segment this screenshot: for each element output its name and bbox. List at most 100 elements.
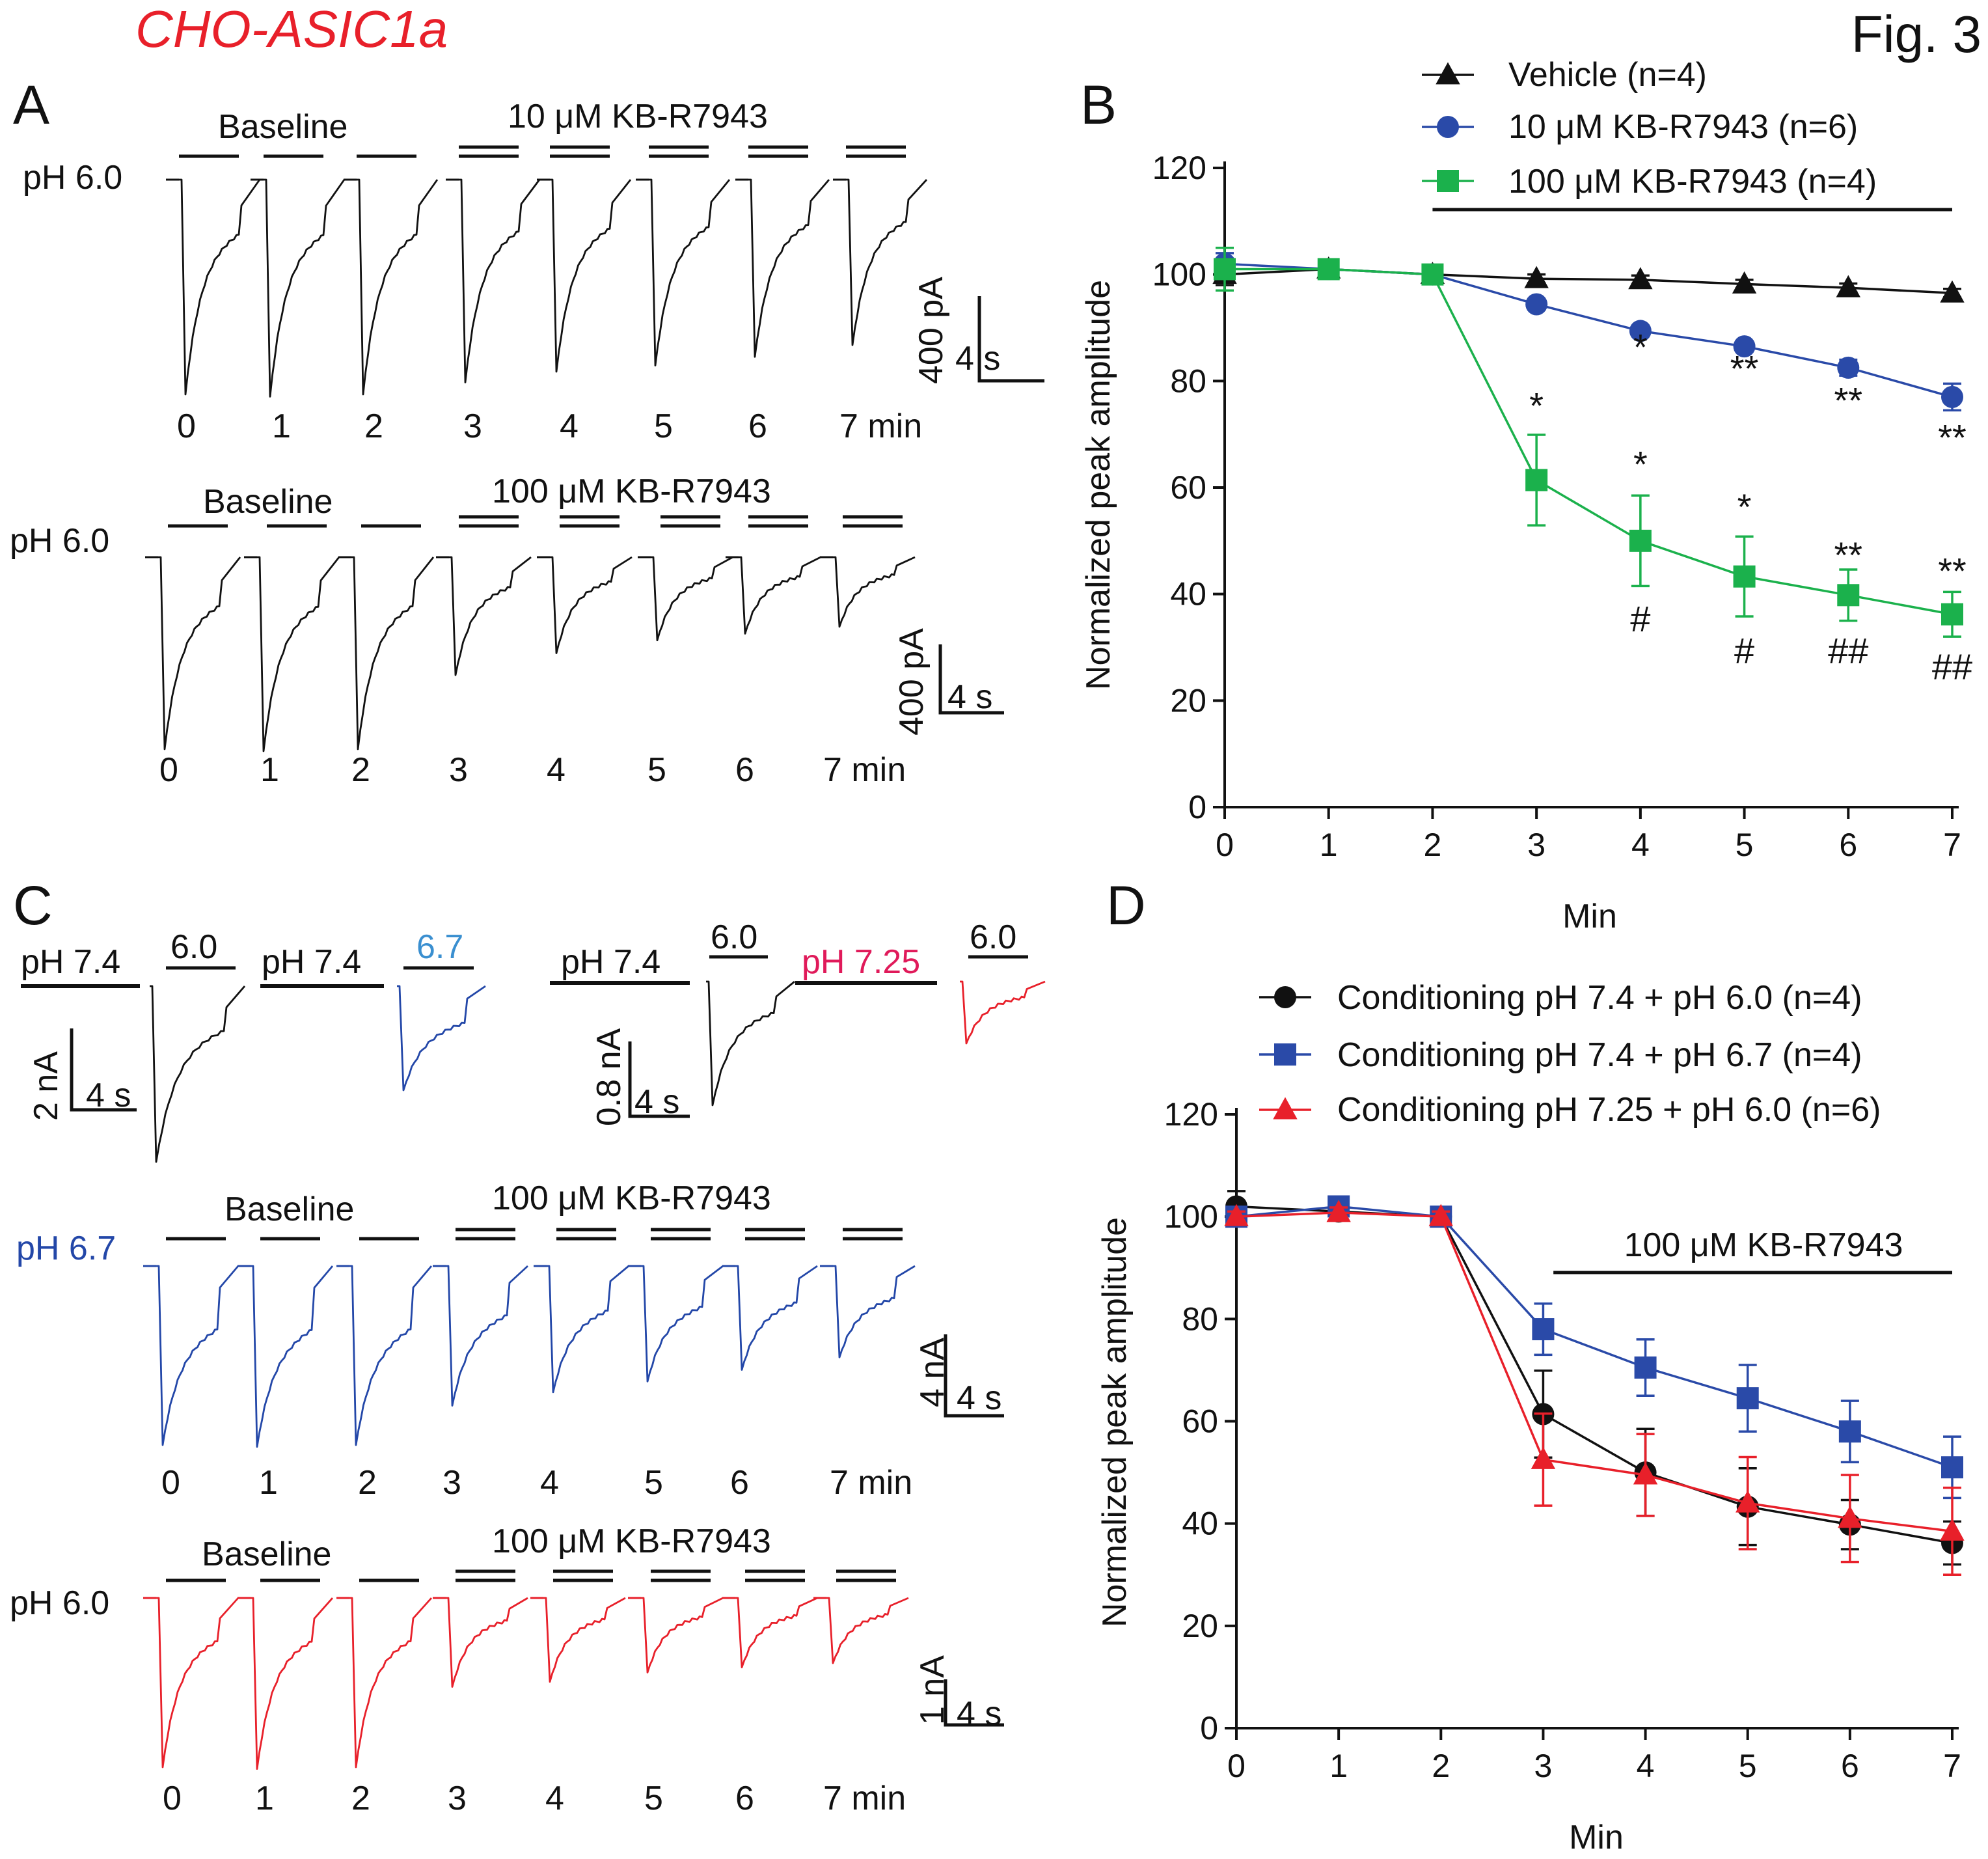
current-trace [739, 556, 821, 635]
inset-right-test2: 6.0 [970, 918, 1016, 956]
scale-x-label: 4 s [957, 1695, 1001, 1733]
significance-annotation: # [1734, 630, 1754, 671]
significance-annotation: # [1630, 598, 1650, 639]
y-tick-label: 0 [1188, 789, 1206, 825]
drug-label: 100 μM KB-R7943 [492, 1179, 771, 1217]
data-point [1733, 335, 1756, 358]
y-tick-label: 120 [1152, 150, 1206, 186]
scale-y-label: 400 pA [912, 277, 950, 384]
time-label: 6 [730, 1464, 749, 1502]
trace-row-c1: pH 6.7 Baseline 100 μM KB-R7943 4 nA 4 s… [16, 1179, 1004, 1502]
current-trace [446, 1597, 528, 1688]
panel-letter-c: C [13, 875, 53, 936]
time-label: 5 [654, 407, 673, 445]
data-point [1214, 258, 1236, 281]
time-label: 2 [364, 407, 383, 445]
time-label: 4 [547, 751, 565, 789]
figure-title: CHO-ASIC1a [135, 0, 448, 58]
panel-a: pH 6.0 Baseline 10 μM KB-R7943 400 pA 4 … [10, 98, 1044, 789]
current-trace [748, 178, 830, 358]
chart-d-ylabel: Normalized peak amplitude [1096, 1217, 1134, 1627]
current-trace [349, 1265, 433, 1446]
current-trace [449, 556, 532, 676]
y-tick-label: 0 [1200, 1710, 1218, 1746]
significance-annotation: ## [1828, 630, 1868, 671]
current-trace [641, 1265, 724, 1383]
x-tick-label: 0 [1216, 827, 1234, 863]
series-line [1236, 1211, 1953, 1533]
scale-bar [944, 1334, 1004, 1418]
time-label: 3 [449, 751, 468, 789]
legend-b-1: 10 μM KB-R7943 (n=6) [1508, 108, 1858, 146]
inset-right-test1: 6.0 [711, 918, 757, 956]
inset-right-ph2: pH 7.25 [802, 943, 920, 981]
chart-b-ylabel: Normalized peak amplitude [1080, 280, 1117, 690]
x-tick-label: 7 [1943, 827, 1961, 863]
current-trace [351, 556, 435, 750]
chart-d: Normalized peak amplitude Min Conditioni… [1096, 979, 1965, 1856]
current-trace [257, 556, 340, 752]
x-tick-label: 3 [1527, 827, 1545, 863]
scale-bar [977, 296, 1044, 383]
x-tick-label: 3 [1534, 1748, 1553, 1784]
current-trace [651, 556, 733, 642]
time-label: 0 [163, 1780, 182, 1817]
data-point [1326, 1200, 1351, 1222]
scale-bar [938, 644, 1004, 715]
trace-row-c2: pH 6.0 Baseline 100 μM KB-R7943 1 nA 4 s… [10, 1522, 1004, 1817]
time-label: 7 min [823, 751, 906, 789]
inset-left-test2: 6.7 [416, 928, 463, 966]
ph-label: pH 6.0 [23, 159, 122, 197]
time-label: 6 [735, 751, 754, 789]
current-trace [264, 178, 346, 398]
current-trace [446, 1265, 528, 1407]
time-label: 5 [647, 751, 666, 789]
data-point [1733, 565, 1756, 588]
data-point [1524, 266, 1549, 288]
data-point [1736, 1490, 1760, 1513]
data-point [1634, 1356, 1657, 1379]
scale-bar [70, 1028, 137, 1112]
baseline-label: Baseline [225, 1191, 354, 1228]
time-label: 7 min [823, 1780, 906, 1817]
y-tick-label: 100 [1152, 256, 1206, 293]
data-point [1421, 263, 1444, 286]
data-point [1525, 469, 1548, 491]
inset-left-ph1: pH 7.4 [21, 943, 120, 981]
time-label: 1 [272, 407, 291, 445]
panel-letter-a: A [13, 74, 49, 135]
current-trace [156, 1265, 239, 1446]
panel-letter-b: B [1080, 74, 1117, 135]
data-point [1736, 1387, 1759, 1410]
legend-d-2: Conditioning pH 7.25 + pH 6.0 (n=6) [1337, 1091, 1881, 1129]
current-trace [156, 1597, 239, 1769]
current-trace [357, 178, 439, 396]
inset-left-scale-y: 2 nA [27, 1051, 65, 1121]
current-trace [833, 556, 916, 628]
series-line [1236, 1205, 1953, 1468]
data-point [1838, 1420, 1861, 1443]
scale-y-label: 400 pA [893, 628, 931, 736]
inset-right-scale-y: 0.8 nA [590, 1028, 628, 1126]
time-label: 4 [545, 1780, 564, 1817]
x-tick-label: 2 [1424, 827, 1442, 863]
current-trace [251, 1265, 334, 1448]
current-trace [459, 178, 541, 383]
inset-left-test1: 6.0 [170, 928, 217, 966]
time-label: 5 [644, 1780, 663, 1817]
x-tick-label: 6 [1841, 1748, 1859, 1784]
data-point [1628, 267, 1653, 290]
legend-marker [1274, 1043, 1296, 1066]
x-tick-label: 4 [1637, 1748, 1655, 1784]
y-tick-label: 40 [1182, 1506, 1218, 1542]
time-label: 3 [463, 407, 482, 445]
drug-label: 100 μM KB-R7943 [492, 1522, 771, 1560]
significance-annotation: * [1737, 486, 1752, 527]
time-label: 2 [351, 751, 370, 789]
series-2 [1214, 247, 1963, 638]
legend-marker [1274, 986, 1296, 1008]
time-label: 1 [259, 1464, 278, 1502]
time-label: 4 [540, 1464, 559, 1502]
time-label: 4 [560, 407, 579, 445]
legend-marker [1437, 170, 1459, 192]
